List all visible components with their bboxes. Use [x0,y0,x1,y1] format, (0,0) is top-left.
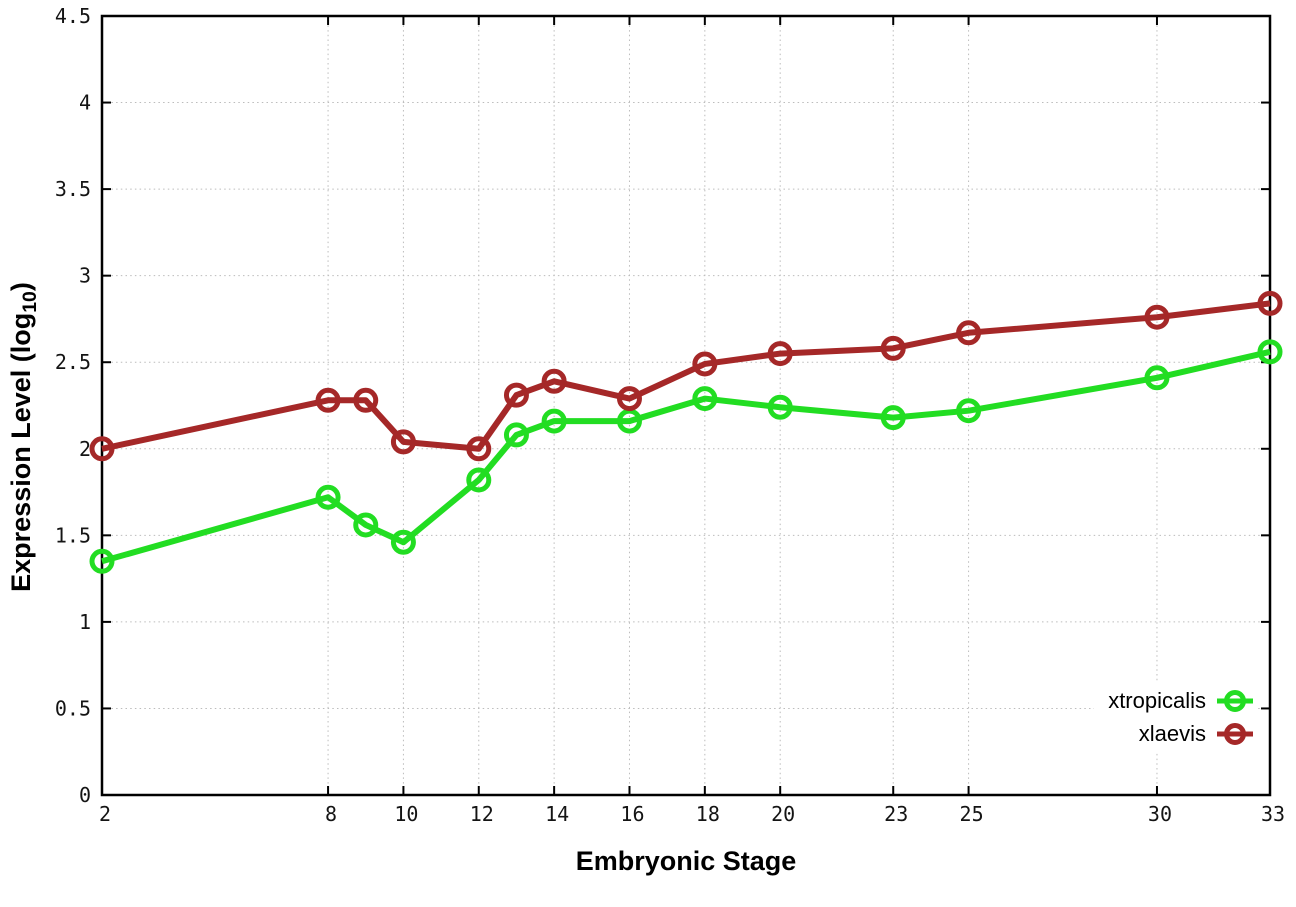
plot-border [100,14,1272,797]
data-point-marker-xlaevis [353,387,379,413]
y-tick-label: 2 [79,437,91,461]
x-tick-label: 16 [620,802,644,826]
data-point-marker-xtropicalis [466,467,492,493]
data-point-marker-xlaevis [541,368,567,394]
legend-label: xlaevis [1138,720,1206,746]
data-point-marker-xtropicalis [956,398,982,424]
y-tick-label: 1 [79,610,91,634]
y-axis-label-subscript: 10 [19,291,42,313]
data-point-marker-xtropicalis [541,408,567,434]
data-point-marker-xlaevis [503,382,529,408]
x-tick-label: 25 [960,802,984,826]
data-point-marker-xtropicalis [315,484,341,510]
data-point-marker-xlaevis [1144,304,1170,330]
series-line-xtropicalis [101,348,1271,565]
x-tick-label: 10 [394,802,418,826]
data-point-marker-xlaevis [89,436,115,462]
x-tick-label: 30 [1148,802,1172,826]
data-point-marker-xtropicalis [353,512,379,538]
series-line-xlaevis [101,300,1271,452]
x-axis-label: Embryonic Stage [575,846,797,876]
x-tick-label: 2 [99,802,111,826]
data-point-marker-xtropicalis [767,394,793,420]
data-point-marker-xtropicalis [1144,365,1170,391]
y-axis-label-close: ) [5,282,36,292]
y-tick-label: 4.5 [55,4,91,28]
data-point-marker-xlaevis [956,320,982,346]
data-point-marker-xtropicalis [1257,339,1283,365]
data-point-marker-xlaevis [880,335,906,361]
data-point-marker-xtropicalis [692,386,718,412]
x-tick-label: 33 [1261,802,1285,826]
x-tick-label: 23 [884,802,908,826]
y-tick-label: 4 [79,91,91,115]
y-tick-label: 0 [79,783,91,807]
data-point-marker-xlaevis [767,341,793,367]
legend-label: xtropicalis [1108,687,1206,713]
y-axis-label-text: Expression Level (log [5,312,36,592]
y-tick-label: 3.5 [55,177,91,201]
y-axis-label: Expression Level (log10) [6,282,42,592]
data-point-marker-xtropicalis [89,548,115,574]
x-tick-label: 14 [545,802,569,826]
legend-item-xlaevis: xlaevis [1108,717,1254,750]
data-point-marker-xtropicalis [503,422,529,448]
legend-item-xtropicalis: xtropicalis [1108,684,1254,717]
y-tick-label: 1.5 [55,523,91,547]
legend-line-marker-icon [1216,688,1254,714]
y-tick-label: 2.5 [55,350,91,374]
x-tick-label: 8 [325,802,337,826]
data-point-marker-xtropicalis [880,405,906,431]
data-point-marker-xtropicalis [616,408,642,434]
y-tick-label: 3 [79,264,91,288]
y-tick-label: 0.5 [55,696,91,720]
legend: xtropicalis xlaevis [1094,683,1256,751]
x-tick-label: 18 [696,802,720,826]
data-point-marker-xlaevis [390,429,416,455]
x-tick-label: 20 [771,802,795,826]
data-point-marker-xlaevis [1257,290,1283,316]
data-point-marker-xlaevis [616,386,642,412]
data-point-marker-xlaevis [692,351,718,377]
data-point-marker-xlaevis [315,387,341,413]
x-tick-label: 12 [470,802,494,826]
data-point-marker-xtropicalis [390,529,416,555]
data-point-marker-xlaevis [466,436,492,462]
legend-line-marker-icon [1216,721,1254,747]
